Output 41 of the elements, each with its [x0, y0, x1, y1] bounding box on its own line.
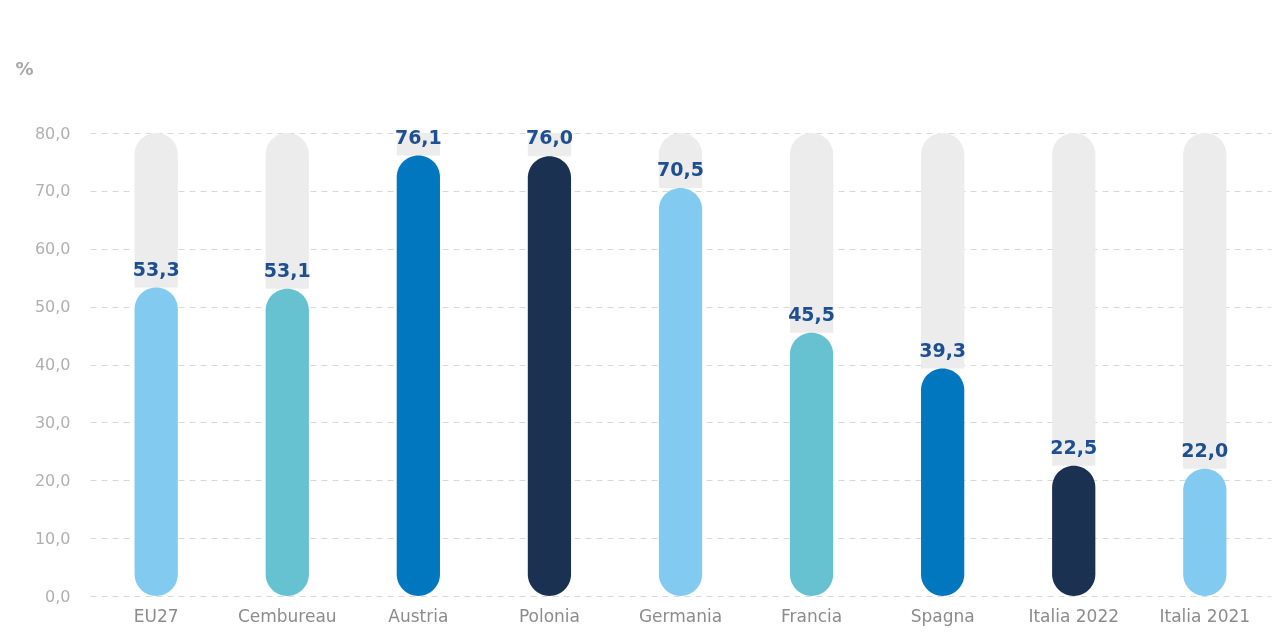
- data-label: 22,5: [1050, 435, 1098, 458]
- x-tick-label: Spagna: [910, 605, 975, 626]
- data-label: 70,5: [657, 157, 704, 180]
- y-tick-label: 50,0: [34, 297, 71, 317]
- bar: [265, 133, 309, 289]
- y-tick-label: 20,0: [34, 470, 71, 490]
- bar: [134, 287, 178, 596]
- data-label: 76,1: [394, 125, 442, 148]
- y-tick-label: 0,0: [45, 586, 71, 606]
- x-tick-label: Cembureau: [237, 605, 337, 626]
- bar: [265, 288, 309, 596]
- y-tick-label: 70,0: [34, 181, 71, 201]
- x-tick-label: Germania: [638, 605, 723, 626]
- data-label: 45,5: [788, 302, 836, 325]
- x-tick-label: Austria: [388, 605, 449, 626]
- y-tick-label: 40,0: [34, 355, 71, 374]
- bar: [921, 368, 965, 596]
- x-tick-label: EU27: [133, 605, 179, 626]
- data-label: 76,0: [525, 126, 573, 149]
- y-axis-title: %: [15, 57, 34, 79]
- y-tick-label: 30,0: [34, 412, 71, 432]
- bar: [396, 155, 440, 596]
- bar: [789, 332, 834, 596]
- bar: [658, 187, 703, 596]
- y-tick-label: 80,0: [34, 123, 71, 143]
- data-label: 53,3: [132, 257, 180, 280]
- bar: [1183, 133, 1227, 469]
- x-tick-label: Polonia: [518, 605, 580, 626]
- bar: [921, 133, 965, 369]
- y-tick-label: 60,0: [34, 239, 71, 259]
- x-tick-label: Francia: [780, 605, 843, 626]
- x-tick-label: Italia 2021: [1159, 605, 1251, 626]
- bar: [134, 133, 178, 288]
- data-label: 39,3: [919, 338, 967, 361]
- bar: [527, 156, 572, 596]
- y-tick-label: 10,0: [34, 528, 71, 548]
- data-label: 22,0: [1181, 438, 1229, 461]
- x-tick-label: Italia 2022: [1028, 605, 1120, 626]
- bar: [789, 133, 834, 333]
- bar: [1052, 133, 1096, 466]
- data-label: 53,1: [263, 258, 311, 281]
